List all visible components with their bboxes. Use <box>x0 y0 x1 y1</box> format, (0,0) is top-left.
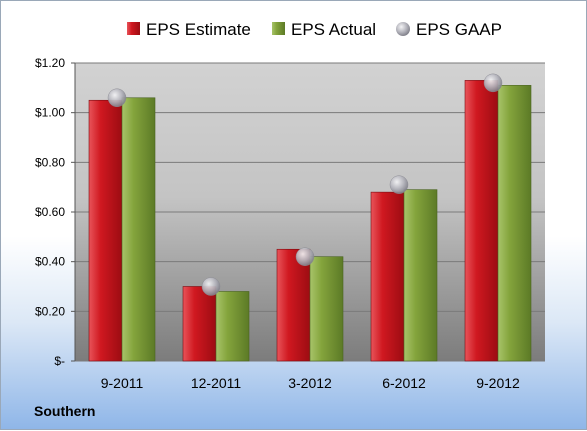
marker-eps-gaap-3-2012 <box>295 247 315 266</box>
bar-eps-actual-3-2012 <box>309 256 344 362</box>
legend-item-eps-estimate: EPS Estimate <box>127 20 251 39</box>
legend-item-eps-gaap: EPS GAAP <box>396 20 502 39</box>
y-tick-label: $0.20 <box>35 304 65 318</box>
y-tick-label: $1.20 <box>35 56 65 70</box>
legend-swatch-eps-estimate <box>127 22 140 35</box>
bar-eps-actual-12-2011 <box>215 291 250 362</box>
bar-eps-estimate-12-2011 <box>182 286 217 362</box>
bar-eps-estimate-3-2012 <box>276 248 311 362</box>
legend-item-eps-actual: EPS Actual <box>272 20 376 39</box>
bar-eps-estimate-6-2012 <box>370 191 405 362</box>
marker-eps-gaap-12-2011 <box>201 277 221 296</box>
x-category-label: 6-2012 <box>382 375 426 391</box>
marker-eps-gaap-9-2012 <box>483 73 503 93</box>
bar-eps-actual-6-2012 <box>403 189 438 362</box>
legend-label-eps-gaap: EPS GAAP <box>416 20 502 39</box>
legend-swatch-eps-actual <box>272 22 285 35</box>
x-category-label: 3-2012 <box>288 375 332 391</box>
legend: EPS Estimate EPS Actual EPS GAAP <box>127 20 502 39</box>
y-tick-label: $- <box>54 354 65 368</box>
marker-eps-gaap-9-2011 <box>107 88 127 108</box>
company-label: Southern <box>34 403 96 419</box>
y-tick-label: $0.40 <box>35 255 65 269</box>
bar-eps-estimate-9-2011 <box>88 99 123 362</box>
bar-eps-actual-9-2011 <box>121 97 156 362</box>
y-tick-label: $1.00 <box>35 106 65 120</box>
legend-label-eps-estimate: EPS Estimate <box>146 20 251 39</box>
marker-eps-gaap-6-2012 <box>389 175 409 194</box>
y-tick-label: $0.60 <box>35 205 65 219</box>
bar-eps-actual-9-2012 <box>497 85 532 362</box>
legend-swatch-eps-gaap <box>396 22 410 36</box>
bar-eps-estimate-9-2012 <box>464 80 499 362</box>
x-category-label: 12-2011 <box>191 375 242 391</box>
x-category-label: 9-2011 <box>101 375 144 391</box>
legend-label-eps-actual: EPS Actual <box>291 20 376 39</box>
y-tick-label: $0.80 <box>35 155 65 169</box>
x-category-label: 9-2012 <box>476 375 520 391</box>
